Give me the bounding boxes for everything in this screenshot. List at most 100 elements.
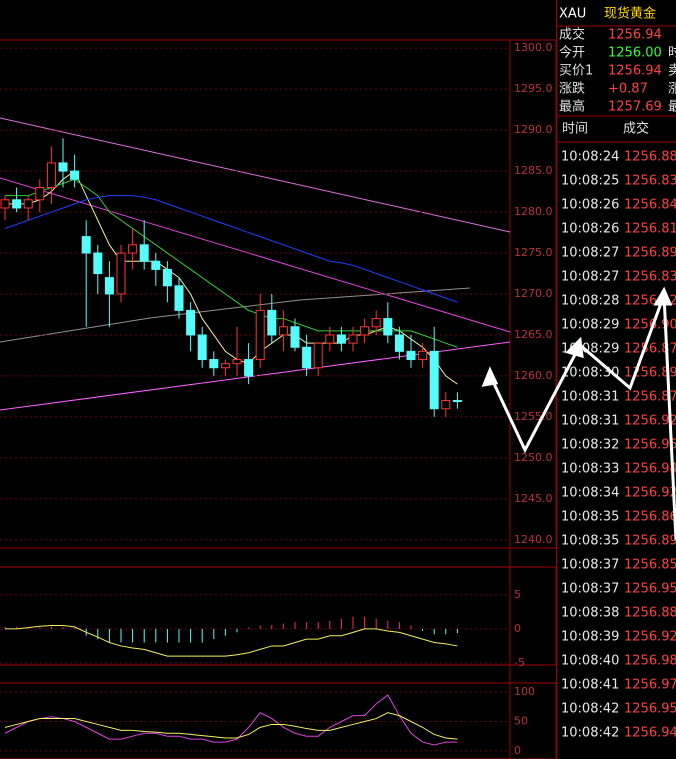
trade-time: 10:08:35 <box>561 534 619 549</box>
candle-body <box>104 277 114 295</box>
candle-body <box>186 309 196 336</box>
trade-price: 1256.88 <box>624 150 676 165</box>
trade-price: 1256.87 <box>624 390 676 405</box>
trade-price: 1256.89 <box>624 534 676 549</box>
candle-body <box>313 342 323 369</box>
table-header: 时间 <box>562 122 588 137</box>
trade-price: 1256.97 <box>624 678 676 693</box>
quote-label: 涨跌 <box>559 81 585 97</box>
trade-time: 10:08:29 <box>561 318 619 333</box>
trade-time: 10:08:35 <box>561 510 619 525</box>
indicator-line <box>4 694 458 746</box>
candle-body <box>255 309 265 361</box>
quote-value: 1256.94 <box>608 28 662 43</box>
y-tick-label: 1270.0 <box>514 287 553 300</box>
trade-price: 1256.94 <box>624 726 676 741</box>
trade-time: 10:08:26 <box>561 198 619 213</box>
candle-body <box>360 326 370 336</box>
trade-price: 1256.89 <box>624 246 676 261</box>
candle-body <box>12 199 22 209</box>
indicator-line <box>4 712 458 740</box>
trade-price: 1256.90 <box>624 318 676 333</box>
candle-body <box>290 326 300 348</box>
quote-value: 1256.00 <box>608 46 662 61</box>
trade-price: 1256.85 <box>624 558 676 573</box>
quote-label-cut: 最 <box>668 100 676 115</box>
candle-body <box>244 359 254 377</box>
quote-label-cut: 涨 <box>668 82 676 97</box>
indicator-line <box>5 178 458 348</box>
candle-body <box>336 334 346 344</box>
trade-time: 10:08:37 <box>561 558 619 573</box>
candle-body <box>441 400 451 410</box>
trade-time: 10:08:25 <box>561 174 619 189</box>
trade-price: 1256.84 <box>624 198 676 213</box>
trade-price: 1256.92 <box>624 630 676 645</box>
candle-body <box>128 244 138 254</box>
candle-body <box>278 326 288 336</box>
trade-time: 10:08:26 <box>561 222 619 237</box>
trade-price: 1256.86 <box>624 510 676 525</box>
y-tick-label: 1260.0 <box>514 369 553 382</box>
candle-body <box>46 162 56 188</box>
trade-price: 1256.83 <box>624 174 676 189</box>
symbol-name: 现货黄金 <box>604 6 656 22</box>
trade-price: 1256.95 <box>624 702 676 717</box>
trade-price: 1256.87 <box>624 342 676 357</box>
candle-body <box>197 334 207 361</box>
y-tick-label: 1255.0 <box>514 410 553 423</box>
y-tick-label: 1280.0 <box>514 205 553 218</box>
candle-body <box>23 199 33 209</box>
trade-price: 1256.98 <box>624 654 676 669</box>
candle-body <box>383 318 393 336</box>
candle-body <box>220 363 230 369</box>
trade-price: 1256.88 <box>624 606 676 621</box>
trade-price: 1256.92 <box>624 486 676 501</box>
quote-value: +0.87 <box>608 82 648 97</box>
quote-label: 成交 <box>559 27 585 43</box>
y-tick-label: 1300.0 <box>514 41 553 54</box>
trade-time: 10:08:38 <box>561 606 619 621</box>
annotation-arrows <box>481 286 676 541</box>
trade-price: 1256.81 <box>624 222 676 237</box>
trade-time: 10:08:31 <box>561 414 619 429</box>
candle-body <box>325 334 335 344</box>
y-tick-label: 1240.0 <box>514 533 553 546</box>
quote-label: 最高 <box>559 99 585 115</box>
y-tick-label: 5 <box>514 588 521 601</box>
quote-label: 买价1 <box>559 64 593 79</box>
trend-line <box>0 177 511 333</box>
y-tick-label: 1245.0 <box>514 492 553 505</box>
trade-time: 10:08:31 <box>561 390 619 405</box>
candle-body <box>394 334 404 352</box>
trade-time: 10:08:28 <box>561 294 619 309</box>
trade-price: 1256.94 <box>624 462 676 477</box>
candle-body <box>0 199 10 209</box>
candle-body <box>93 252 103 275</box>
y-tick-label: 50 <box>514 714 528 727</box>
trade-time: 10:08:34 <box>561 486 619 501</box>
candle-body <box>70 170 80 180</box>
trend-line <box>0 117 511 233</box>
candle-body <box>232 359 242 365</box>
candle-body <box>35 186 45 201</box>
candle-body <box>348 334 358 344</box>
y-tick-label: 0 <box>514 744 521 757</box>
trade-time: 10:08:27 <box>561 246 619 261</box>
candle-body <box>151 260 161 270</box>
candle-body <box>429 350 439 410</box>
quote-label-cut: 卖 <box>668 64 676 79</box>
trade-time: 10:08:37 <box>561 582 619 597</box>
trade-time: 10:08:42 <box>561 702 619 717</box>
table-header: 成交 <box>623 121 649 137</box>
indicator-line <box>5 625 458 657</box>
candle-body <box>209 359 219 369</box>
quote-value: 1257.69 <box>608 100 662 115</box>
quote-label: 今开 <box>559 45 585 61</box>
y-tick-label: -5 <box>514 656 525 669</box>
candle-body <box>418 350 428 361</box>
trade-time: 10:08:42 <box>561 726 619 741</box>
y-tick-label: 1290.0 <box>514 123 553 136</box>
